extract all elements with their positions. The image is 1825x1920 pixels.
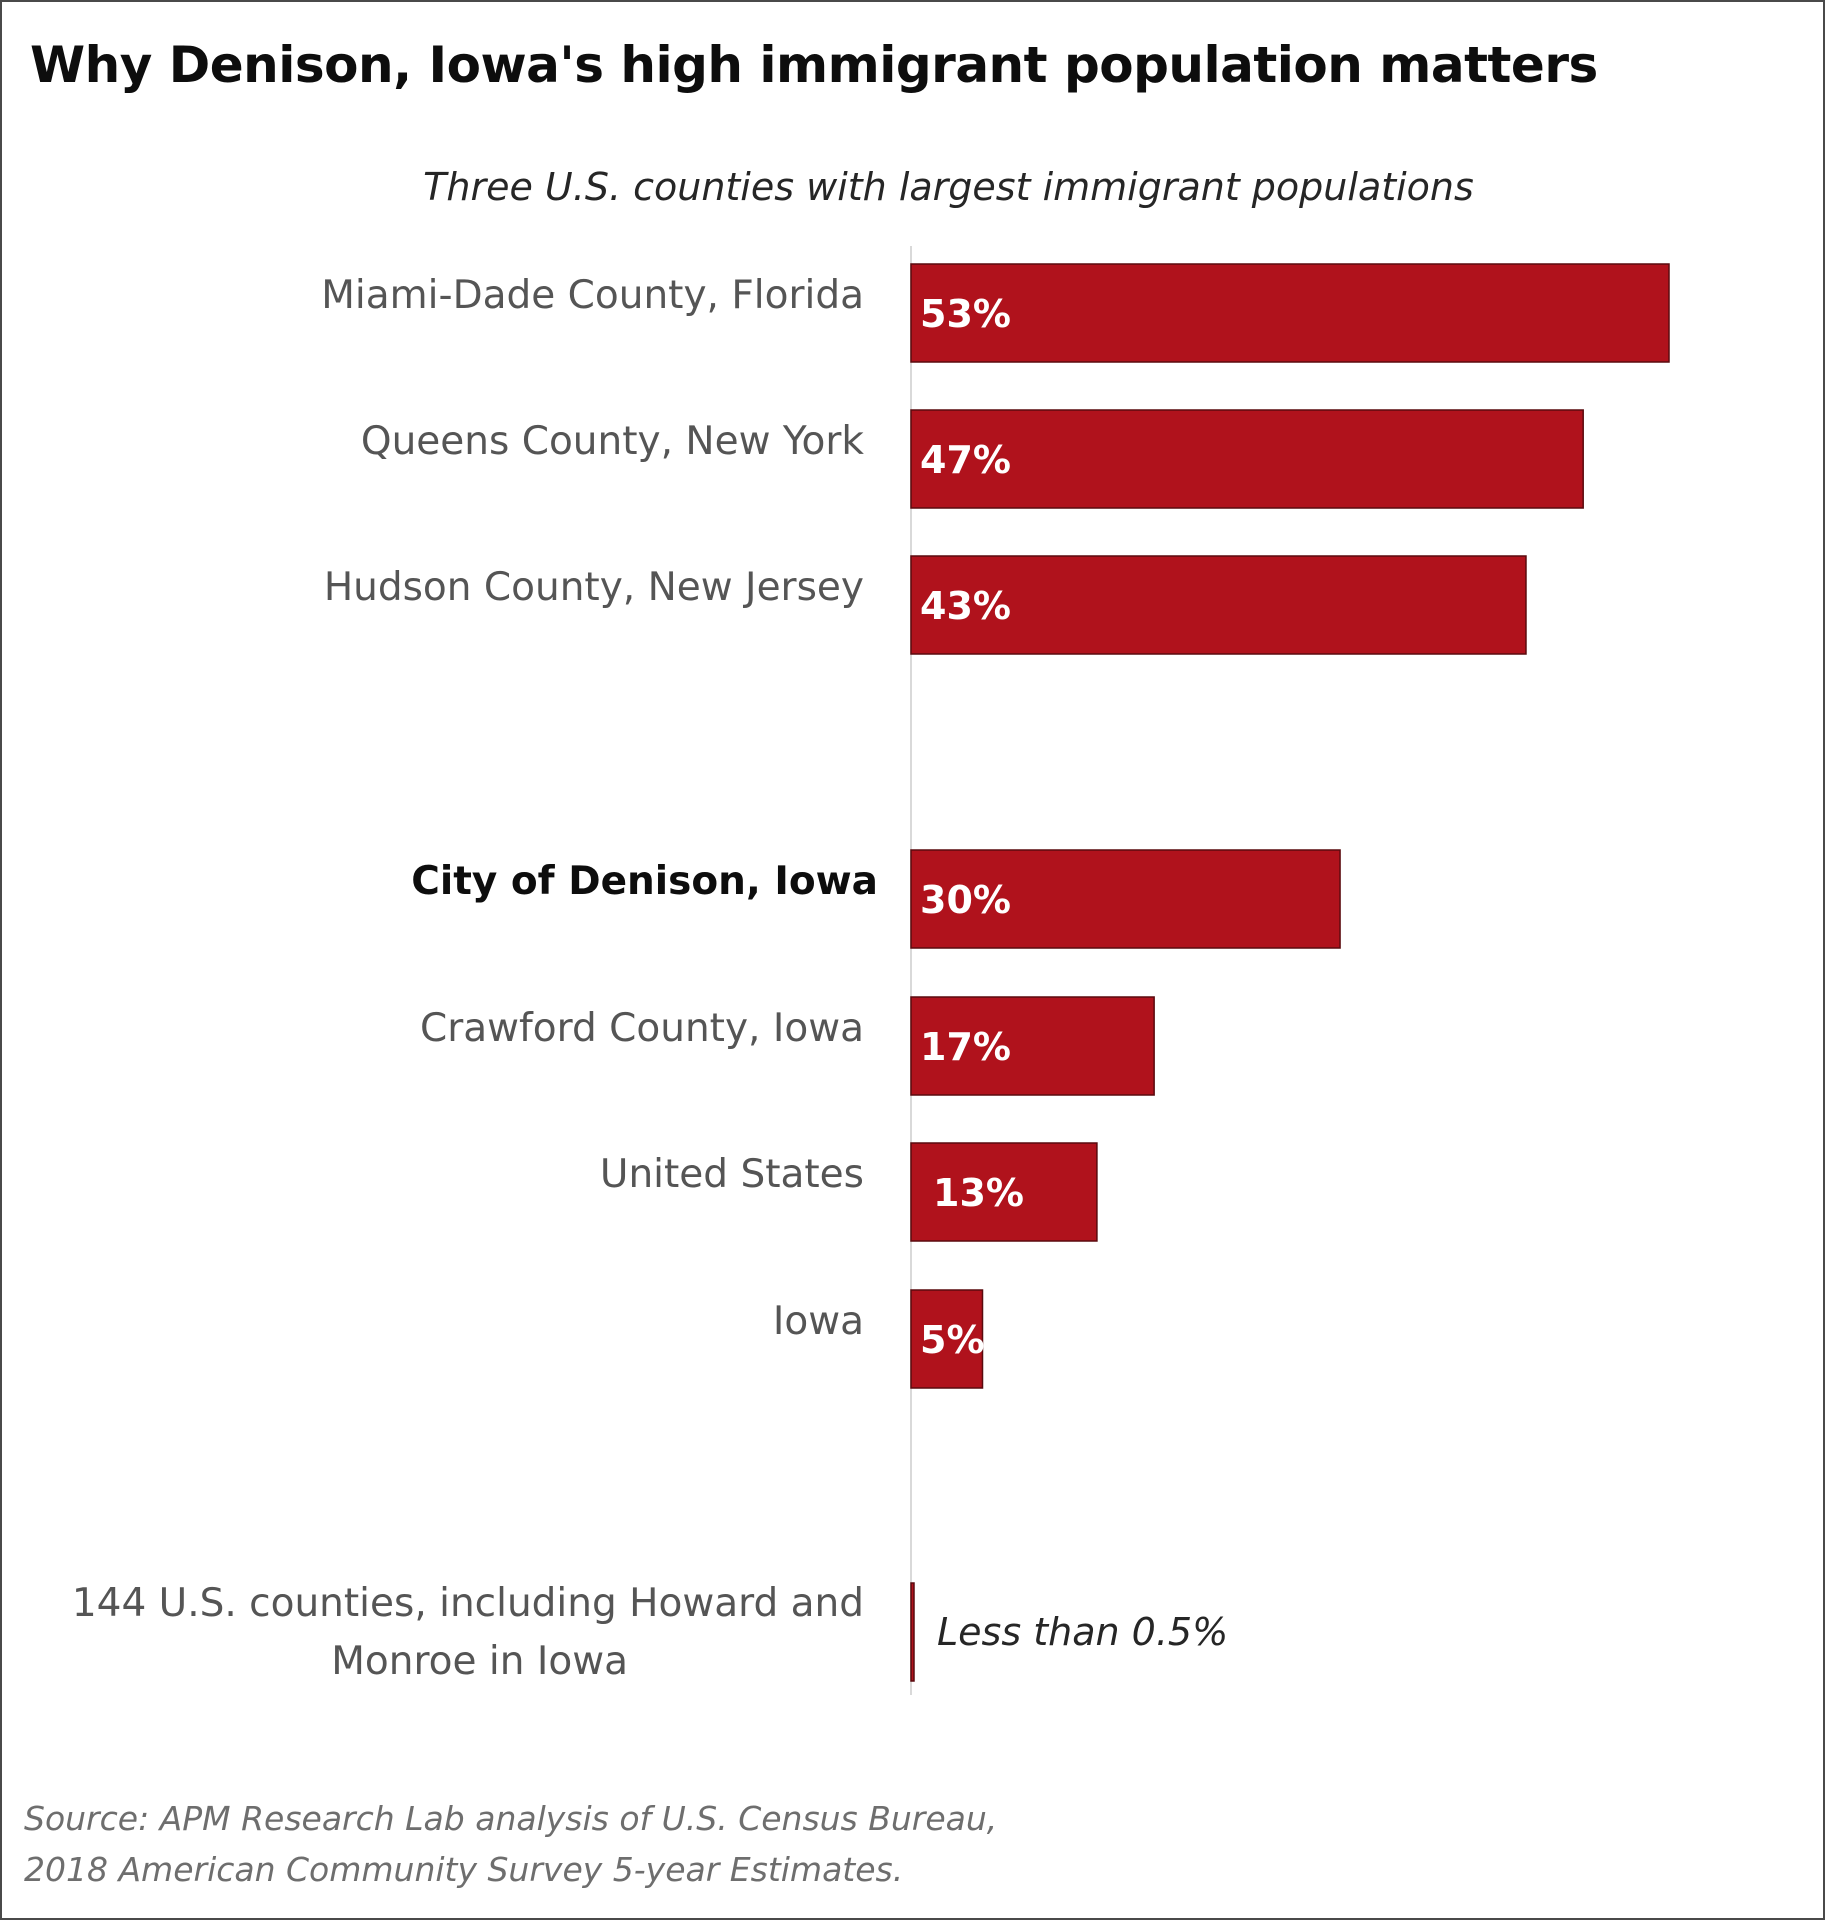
source-line-2: 2018 American Community Survey 5-year Es… bbox=[24, 1850, 904, 1889]
category-label: City of Denison, Iowa bbox=[411, 859, 878, 904]
category-label: Crawford County, Iowa bbox=[420, 1006, 864, 1051]
category-label: Miami-Dade County, Florida bbox=[321, 273, 864, 318]
category-label: United States bbox=[600, 1152, 864, 1197]
category-label-line: 144 U.S. counties, including Howard and bbox=[72, 1581, 864, 1626]
bar bbox=[910, 1582, 915, 1682]
value-label: Less than 0.5% bbox=[937, 1610, 1228, 1654]
category-label: Queens County, New York bbox=[361, 419, 865, 464]
bar bbox=[910, 1142, 1098, 1242]
chart-subtitle: Three U.S. counties with largest immigra… bbox=[423, 165, 1474, 209]
value-label: 5% bbox=[920, 1318, 985, 1362]
category-label: Hudson County, New Jersey bbox=[324, 565, 864, 610]
category-label-line: Monroe in Iowa bbox=[331, 1639, 628, 1684]
category-label: Iowa bbox=[773, 1299, 864, 1344]
bar bbox=[910, 1289, 984, 1389]
bar bbox=[910, 996, 1155, 1096]
source-line-1: Source: APM Research Lab analysis of U.S… bbox=[24, 1799, 998, 1838]
bar bbox=[910, 555, 1527, 655]
value-label: 53% bbox=[920, 292, 1011, 336]
bar bbox=[910, 263, 1670, 363]
value-label: 30% bbox=[920, 878, 1011, 922]
category-label: 144 U.S. counties, including Howard and M… bbox=[72, 1581, 864, 1684]
chart-title: Why Denison, Iowa's high immigrant popul… bbox=[30, 36, 1598, 94]
bar bbox=[910, 409, 1584, 509]
source-note: Source: APM Research Lab analysis of U.S… bbox=[24, 1793, 997, 1895]
value-label: 47% bbox=[920, 438, 1011, 482]
bar bbox=[910, 849, 1341, 949]
value-label: 13% bbox=[933, 1171, 1024, 1215]
value-label: 17% bbox=[920, 1025, 1011, 1069]
value-label: 43% bbox=[920, 584, 1011, 628]
